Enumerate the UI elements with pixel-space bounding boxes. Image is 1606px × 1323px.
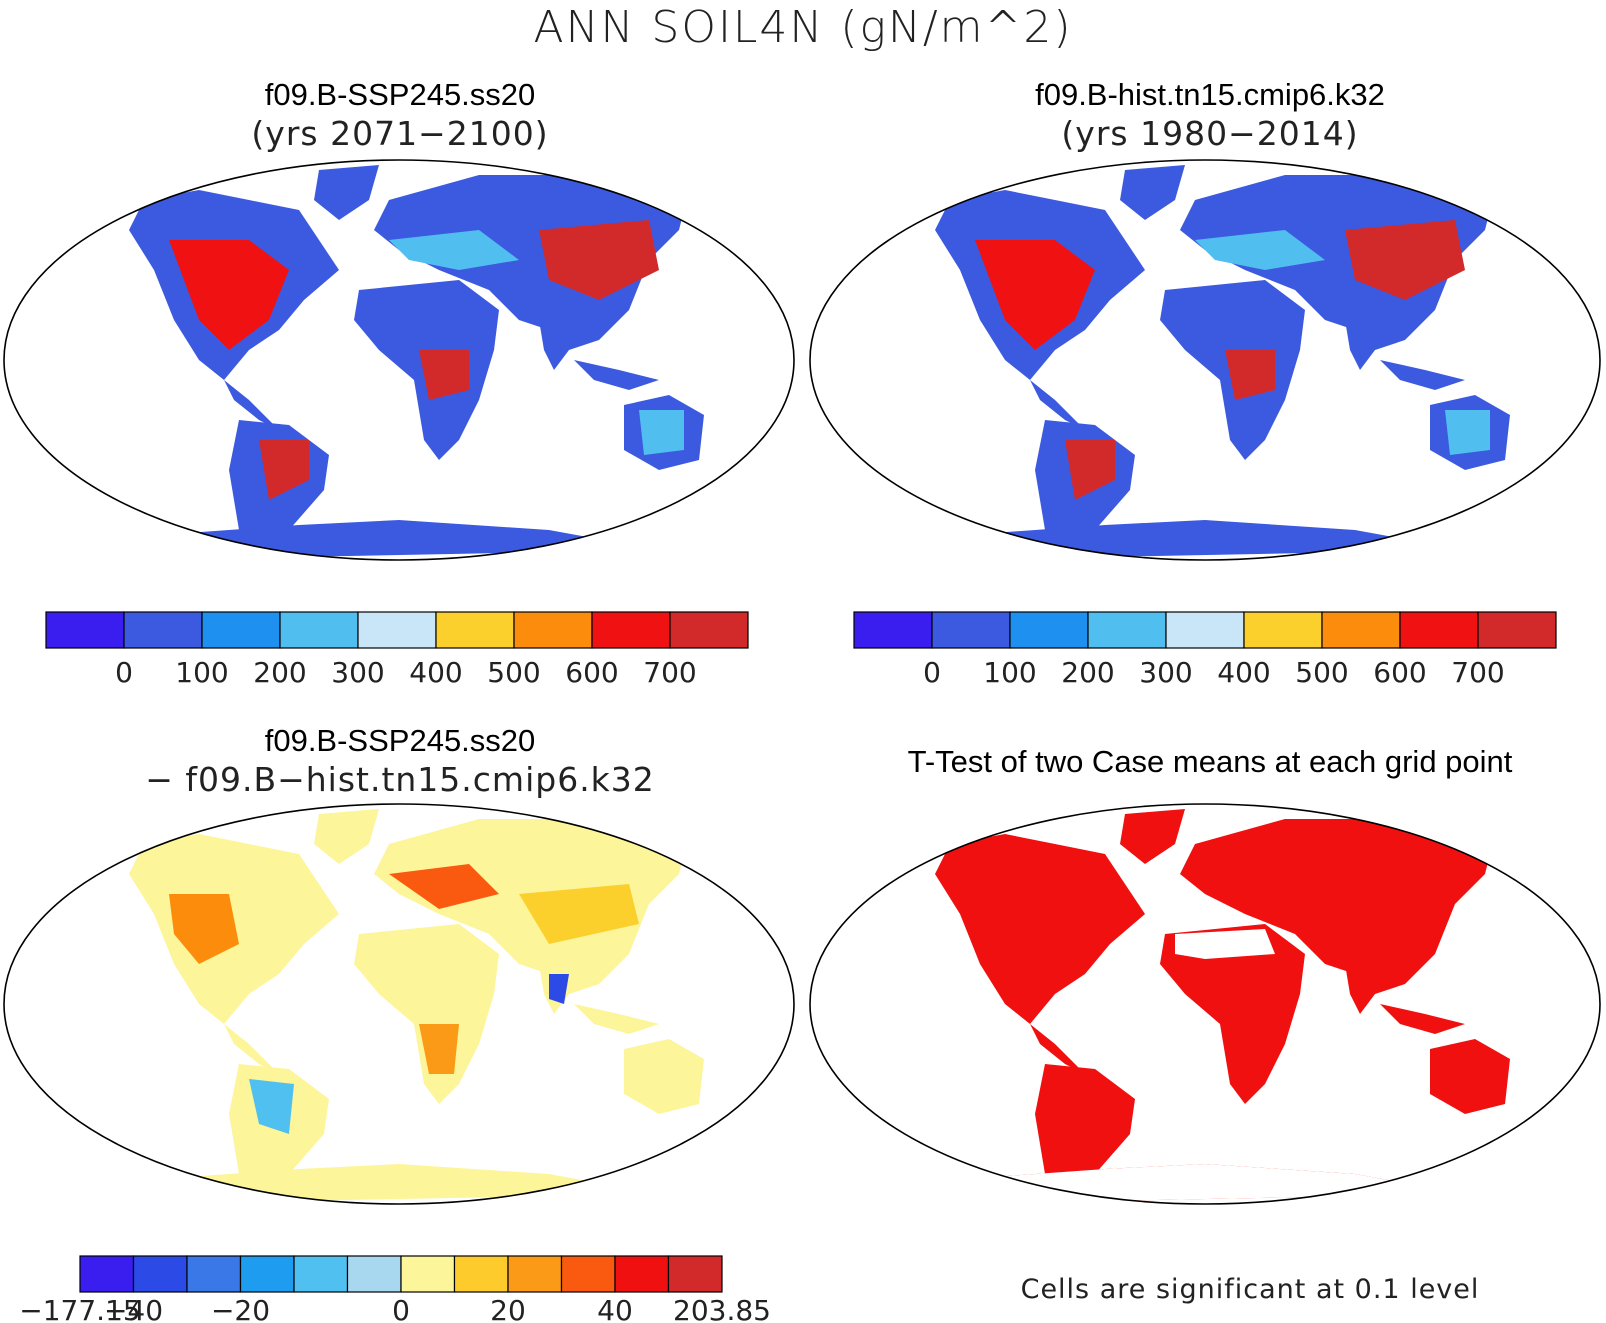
colorbar-diff-swatch-8 <box>507 1255 563 1293</box>
colorbar-hist-swatch-1 <box>931 611 1011 649</box>
panel-period-diff: − f09.B−hist.tn15.cmip6.k32 <box>145 760 655 799</box>
colorbar-diff-swatch-0 <box>79 1255 135 1293</box>
colorbar-diff-swatch-1 <box>132 1255 188 1293</box>
colorbar-hist-swatch-3 <box>1087 611 1167 649</box>
colorbar-hist-swatch-2 <box>1009 611 1089 649</box>
colorbar-future-swatch-0 <box>45 611 125 649</box>
colorbar-hist-swatch-4 <box>1165 611 1245 649</box>
colorbar-future-label-7: 700 <box>643 656 696 689</box>
colorbar-diff-label-0: −177.15 <box>19 1294 140 1323</box>
colorbar-diff-label-2: −20 <box>211 1294 270 1323</box>
colorbar-diff-swatch-4 <box>293 1255 349 1293</box>
colorbar-future-label-5: 500 <box>487 656 540 689</box>
panel-title-ttest: T-Test of two Case means at each grid po… <box>907 744 1513 779</box>
colorbar-future-swatch-6 <box>513 611 593 649</box>
colorbar-hist-swatch-7 <box>1399 611 1479 649</box>
colorbar-hist-label-4: 400 <box>1217 656 1270 689</box>
colorbar-future-label-4: 400 <box>409 656 462 689</box>
colorbar-diff-label-6: 203.85 <box>673 1294 771 1323</box>
colorbar-hist-label-6: 600 <box>1373 656 1426 689</box>
colorbar-future-swatch-4 <box>357 611 437 649</box>
map-outline-hist <box>809 159 1601 561</box>
map-outline-future <box>3 159 795 561</box>
map-outline-diff <box>3 803 795 1205</box>
colorbar-diff-label-4: 20 <box>490 1294 526 1323</box>
colorbar-future-label-0: 0 <box>115 656 133 689</box>
colorbar-hist-swatch-8 <box>1477 611 1557 649</box>
panel-title-diff: f09.B-SSP245.ss20 − f09.B−hist.tn15.cmip… <box>80 722 720 800</box>
panel-case-hist: f09.B-hist.tn15.cmip6.k32 <box>1035 77 1385 112</box>
colorbar-hist-label-7: 700 <box>1451 656 1504 689</box>
colorbar-hist-label-3: 300 <box>1139 656 1192 689</box>
panel-period-future: (yrs 2071−2100) <box>251 114 549 153</box>
ttest-note: Cells are significant at 0.1 level <box>1020 1274 1480 1305</box>
colorbar-future-swatch-5 <box>435 611 515 649</box>
map-outline-ttest <box>809 803 1601 1205</box>
panel-case-diff: f09.B-SSP245.ss20 <box>264 723 536 758</box>
panel-case-future: f09.B-SSP245.ss20 <box>264 77 536 112</box>
colorbar-diff-swatch-6 <box>400 1255 456 1293</box>
colorbar-future: 0 100 200 300 400 500 600 700 <box>45 611 749 689</box>
colorbar-future-label-3: 300 <box>331 656 384 689</box>
figure-title: ANN SOIL4N (gN/m^2) <box>533 2 1073 53</box>
colorbar-diff-swatch-2 <box>186 1255 242 1293</box>
colorbar-hist-label-0: 0 <box>923 656 941 689</box>
colorbar-future-swatch-3 <box>279 611 359 649</box>
colorbar-hist-label-5: 500 <box>1295 656 1348 689</box>
colorbar-future-swatch-1 <box>123 611 203 649</box>
colorbar-diff-label-5: 40 <box>597 1294 633 1323</box>
colorbar-hist-swatch-6 <box>1321 611 1401 649</box>
panel-title-hist: f09.B-hist.tn15.cmip6.k32 (yrs 1980−2014… <box>900 76 1520 154</box>
panel-title-future: f09.B-SSP245.ss20 (yrs 2071−2100) <box>100 76 700 154</box>
colorbar-future-label-6: 600 <box>565 656 618 689</box>
colorbar-hist-swatch-0 <box>853 611 933 649</box>
colorbar-diff-swatch-9 <box>560 1255 616 1293</box>
colorbar-diff-swatch-11 <box>667 1255 723 1293</box>
colorbar-diff-label-3: 0 <box>392 1294 410 1323</box>
colorbar-diff-swatch-5 <box>346 1255 402 1293</box>
colorbar-diff-swatch-3 <box>239 1255 295 1293</box>
colorbar-hist-label-2: 200 <box>1061 656 1114 689</box>
colorbar-hist: 0 100 200 300 400 500 600 700 <box>853 611 1557 689</box>
colorbar-future-label-2: 200 <box>253 656 306 689</box>
colorbar-diff-label-1: −40 <box>104 1294 163 1323</box>
colorbar-future-swatch-7 <box>591 611 671 649</box>
colorbar-hist-label-1: 100 <box>983 656 1036 689</box>
panel-period-hist: (yrs 1980−2014) <box>1061 114 1359 153</box>
colorbar-hist-swatch-5 <box>1243 611 1323 649</box>
colorbar-diff: −177.15−40 −20 0 20 40 203.85 <box>19 1255 771 1323</box>
colorbar-future-swatch-2 <box>201 611 281 649</box>
colorbar-future-label-1: 100 <box>175 656 228 689</box>
colorbar-diff-swatch-7 <box>453 1255 509 1293</box>
colorbar-diff-swatch-10 <box>614 1255 670 1293</box>
colorbar-future-swatch-8 <box>669 611 749 649</box>
